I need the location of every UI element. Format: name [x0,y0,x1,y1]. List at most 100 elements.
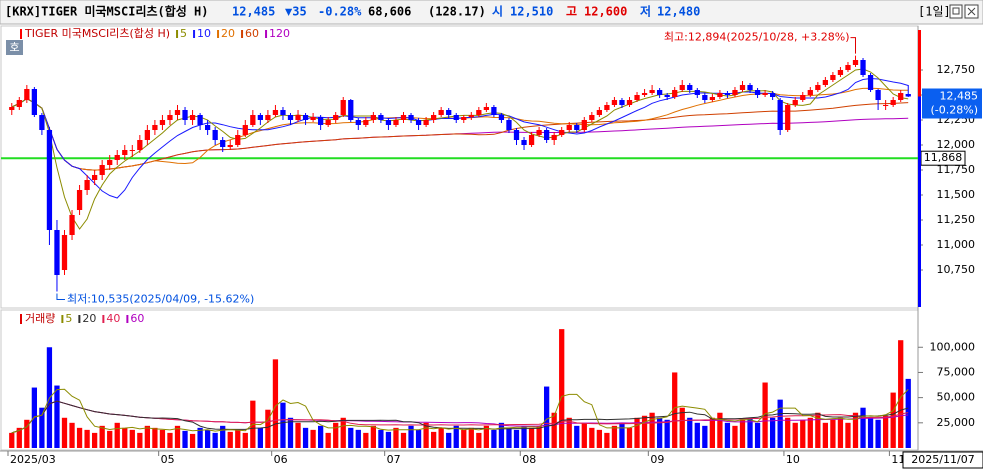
y-tick-label: 50,000 [937,391,976,404]
volume-bar [717,412,723,448]
restore-button[interactable] [949,4,963,19]
current-change: (-0.28%) [931,104,979,117]
candle-body [845,65,851,70]
candle-body [777,100,783,130]
volume-bar [453,425,459,448]
open-label: 시 [492,5,503,19]
volume-bar [114,422,120,448]
volume-bar [785,417,791,448]
volume-bar [438,427,444,448]
current-price: 12,485 [940,90,979,103]
volume-bar [777,399,783,448]
restore-icon [952,7,960,15]
candle-body [747,85,753,90]
volume-bar [483,425,490,448]
volume-bar [317,425,324,448]
legend-item: 40 [106,312,120,325]
candle-body [724,93,731,95]
volume-bar [333,422,339,448]
volume-bar [325,432,331,448]
volume-bar [24,419,30,448]
candle-body [317,117,324,125]
candle-body [687,85,693,90]
volume-bar [476,432,482,448]
x-tick-label: 10 [786,453,800,466]
plot: 10,75011,00011,25011,50011,75012,00012,2… [1,27,983,469]
low-annotation: 최저:10,535(2025/04/09, -15.62%) [67,293,254,306]
volume-bar [830,419,836,448]
candle-body [491,107,497,115]
volume-bar [212,432,218,448]
candle-body [137,140,143,150]
volume-bar [536,425,542,448]
candle-body [227,145,233,147]
volume-bar [272,359,279,448]
volume-bar [837,417,844,448]
candle-body [333,115,339,120]
volume-bar [732,425,738,448]
period[interactable]: [1일] [918,5,951,19]
candle-body [702,95,708,100]
volume-bar [679,407,685,448]
volume: 68,606 [368,5,411,19]
low-label: 저 [640,4,651,19]
volume-bar [543,386,550,448]
legend-item: 20 [82,312,96,325]
candle-body [649,90,655,93]
open: 12,510 [510,5,553,19]
volume-bar [227,431,233,448]
volume-bar [197,427,203,448]
volume-bar [656,417,663,448]
high-annotation: 최고:12,894(2025/10/28, +3.28%) [664,31,850,44]
volume-bar [589,427,595,448]
reference-label: 11,868 [924,151,963,164]
candle-body [393,120,399,125]
volume-bar [845,422,851,448]
candle-body [242,125,248,135]
volume-bar [61,417,68,448]
volume-bar [257,427,264,448]
price: 12,485 [232,5,275,19]
y-tick-label: 100,000 [930,340,976,353]
candle-body [114,155,120,160]
candle-body [762,93,768,95]
x-tick-label: 2025/11/07 [911,453,974,466]
close-icon [967,7,976,16]
candle-body [800,95,806,100]
y-tick-label: 12,750 [937,63,976,76]
volume-bar [355,429,361,448]
volume-bar [167,432,173,448]
volume-bar [430,431,437,448]
candle-body [709,97,716,100]
side-button[interactable] [6,40,23,55]
candle-body [446,110,452,115]
y-tick-label: 11,000 [937,238,976,251]
candle-body [159,120,166,125]
candle-body [754,90,761,95]
volume-bar [91,432,98,448]
legend-swatch [126,315,129,323]
volume-bar [687,417,693,448]
volume-bar [815,412,821,448]
candle-body [235,135,241,145]
volume-bar [302,427,309,448]
volume-bar [491,429,497,448]
volume-ma-line [11,400,909,434]
volume-bar [340,417,346,448]
volume-bar [39,407,45,448]
candle-body [340,100,346,115]
volume-bar [107,430,113,448]
volume-bar [189,433,196,448]
candle-body [174,110,181,115]
volume-bar [754,422,761,448]
candle-body [461,117,467,120]
volume-bar [694,422,700,448]
candle-body [566,125,572,130]
x-tick-label: 06 [274,453,288,466]
volume-bar [611,425,618,448]
volume-bar [348,427,354,448]
x-label-box [902,451,983,469]
volume-bar [280,402,286,448]
legend-swatch [78,315,81,323]
